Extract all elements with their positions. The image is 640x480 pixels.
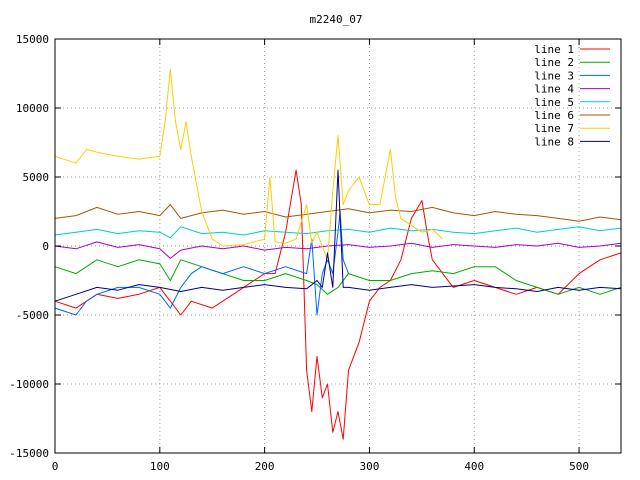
series-line-7 [54,68,444,261]
legend-label-4: line 4 [534,83,574,96]
series-line-6 [54,204,622,222]
legend-label-3: line 3 [534,69,574,82]
series-line-4 [54,241,622,259]
y-tick-label: 5000 [23,171,50,184]
y-tick-label: -10000 [9,378,49,391]
y-tick-label: 15000 [16,33,49,46]
series-line-5 [54,226,622,239]
x-tick-label: 300 [360,460,380,473]
series-layer [54,68,622,440]
y-tick-label: 0 [42,240,49,253]
x-tick-label: 400 [464,460,484,473]
legend-label-2: line 2 [534,56,574,69]
x-tick-label: 100 [150,460,170,473]
axis-layer: 0 100 200 300 400 500 -15000 -10000 -5000 0 5000 10… [9,33,622,473]
y-tick-label: 10000 [16,102,49,115]
y-tick-label: -15000 [9,447,49,460]
series-line-8 [54,169,622,302]
series-line-2 [54,259,622,295]
series-line-3 [54,211,349,316]
y-tick-label: -5000 [16,309,49,322]
legend-label-1: line 1 [534,43,574,56]
grid-layer [55,39,621,453]
chart-title: m2240_07 [310,13,363,26]
legend-label-7: line 7 [534,122,574,135]
x-tick-label: 500 [569,460,589,473]
x-tick-label: 200 [255,460,275,473]
legend-label-6: line 6 [534,109,574,122]
legend-label-8: line 8 [534,135,574,148]
x-tick-label: 0 [52,460,59,473]
series-line-1 [54,169,622,440]
legend-label-5: line 5 [534,96,574,109]
